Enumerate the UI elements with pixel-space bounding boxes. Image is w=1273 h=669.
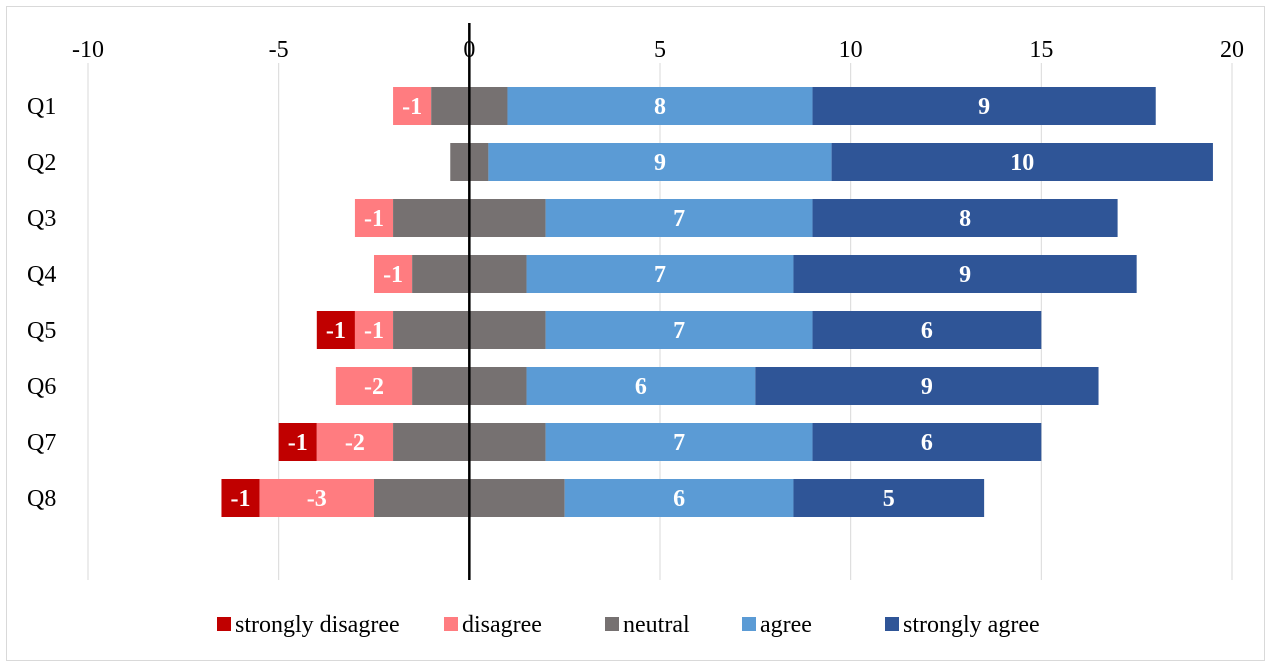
bar-segment	[393, 87, 432, 125]
bar-segment	[545, 199, 813, 237]
x-axis-tick-labels: -10 -5 0 5 10 15 20	[72, 37, 1244, 63]
data-label: -1	[364, 318, 384, 344]
data-label: -1	[383, 262, 403, 288]
bar-segment	[812, 199, 1118, 237]
data-label: 9	[978, 94, 990, 120]
category-label: Q4	[27, 262, 56, 288]
x-tick-label: 10	[839, 37, 863, 63]
data-label: 6	[635, 374, 647, 400]
bar-segment	[831, 143, 1213, 181]
bar-segment	[526, 255, 794, 293]
category-label: Q7	[27, 430, 56, 456]
bar-segment	[812, 423, 1042, 461]
legend-swatch	[742, 617, 756, 631]
category-label: Q5	[27, 318, 56, 344]
x-tick-label: 20	[1220, 37, 1244, 63]
data-label: 10	[1010, 150, 1034, 176]
data-label: 7	[673, 318, 685, 344]
bar-segment	[545, 311, 813, 349]
data-label: -1	[364, 206, 384, 232]
legend-swatch	[444, 617, 458, 631]
data-label: 7	[654, 262, 666, 288]
x-tick-label: 5	[654, 37, 666, 63]
data-label: 6	[673, 486, 685, 512]
legend-label: strongly agree	[903, 612, 1040, 638]
bar-segment	[545, 423, 813, 461]
chart-area: -1 8 9 9 10 -1 7 8 -1 7 9 -1 -1 7 6 -2 6 9 -1 -2 7 6 -1 -3 6 5 -1…	[6, 6, 1265, 661]
x-tick-label: -5	[269, 37, 289, 63]
bar-segment	[564, 479, 794, 517]
bars: -1 8 9 9 10 -1 7 8 -1 7 9 -1 -1 7 6 -2 6 9 -1 -2 7 6 -1 -3 6 5	[221, 87, 1213, 517]
legend-label: neutral	[623, 612, 690, 638]
data-label: 9	[654, 150, 666, 176]
bar-segment	[755, 367, 1099, 405]
data-label: 9	[959, 262, 971, 288]
category-label: Q8	[27, 486, 56, 512]
legend-swatch	[605, 617, 619, 631]
bar-segment	[812, 311, 1042, 349]
x-tick-label: 0	[463, 37, 475, 63]
legend-swatch	[217, 617, 231, 631]
y-axis-category-labels: Q1 Q2 Q3 Q4 Q5 Q6 Q7 Q8	[27, 94, 56, 512]
bar-segment	[488, 143, 832, 181]
data-label: -1	[402, 94, 422, 120]
bar-segment	[221, 479, 260, 517]
data-label: 8	[959, 206, 971, 232]
category-label: Q2	[27, 150, 56, 176]
data-label: -2	[345, 430, 365, 456]
bar-segment	[507, 87, 813, 125]
data-label: -1	[326, 318, 346, 344]
x-tick-label: 15	[1029, 37, 1053, 63]
bar-segment	[335, 367, 413, 405]
data-label: -1	[288, 430, 308, 456]
legend-label: agree	[760, 612, 812, 638]
data-label: 9	[921, 374, 933, 400]
data-label: 6	[921, 430, 933, 456]
category-label: Q1	[27, 94, 56, 120]
data-label: -3	[307, 486, 327, 512]
bar-segment	[374, 255, 413, 293]
legend-swatch	[885, 617, 899, 631]
legend-label: disagree	[462, 612, 542, 638]
category-label: Q6	[27, 374, 56, 400]
bar-segment	[278, 423, 317, 461]
x-tick-label: -10	[72, 37, 104, 63]
data-label: 7	[673, 430, 685, 456]
bar-segment	[259, 479, 374, 517]
bar-segment	[793, 479, 985, 517]
category-label: Q3	[27, 206, 56, 232]
data-label: 6	[921, 318, 933, 344]
data-label: 8	[654, 94, 666, 120]
diverging-stacked-bar-chart: -1 8 9 9 10 -1 7 8 -1 7 9 -1 -1 7 6 -2 6 9 -1 -2 7 6 -1 -3 6 5 -1…	[27, 23, 1244, 638]
data-label: 7	[673, 206, 685, 232]
data-label: -2	[364, 374, 384, 400]
data-label: -1	[231, 486, 251, 512]
bar-segment	[354, 199, 394, 237]
bar-segment	[812, 87, 1156, 125]
legend-label: strongly disagree	[235, 612, 400, 638]
bar-segment	[526, 367, 756, 405]
bar-segment	[316, 423, 394, 461]
data-label: 5	[883, 486, 895, 512]
bar-segment	[316, 311, 355, 349]
legend: strongly disagree disagree neutral agree str…	[217, 612, 1040, 638]
bar-segment	[354, 311, 394, 349]
bar-segment	[793, 255, 1137, 293]
